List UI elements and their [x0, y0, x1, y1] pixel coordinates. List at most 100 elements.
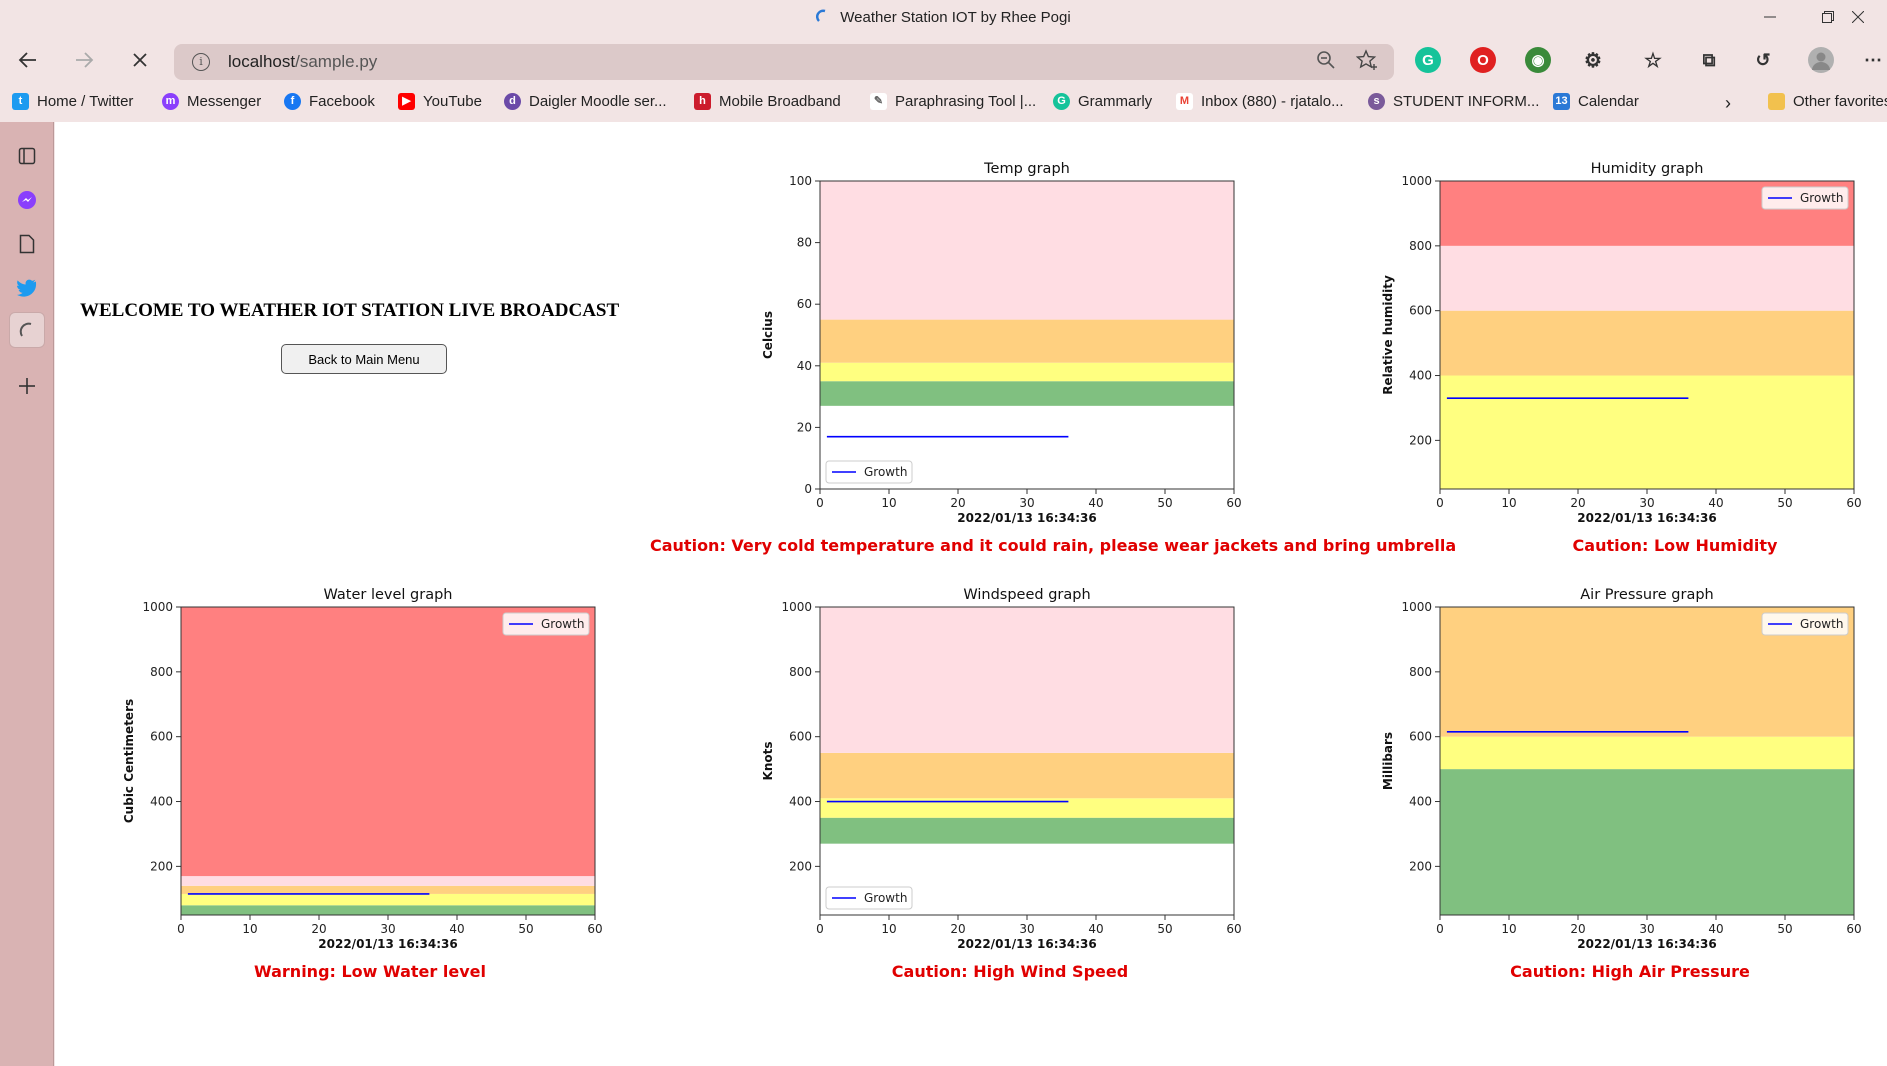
- minimize-button[interactable]: [1741, 0, 1799, 34]
- messenger-icon: m: [162, 93, 179, 110]
- y-tick-label: 200: [150, 859, 173, 873]
- more-bookmarks-chevron-icon[interactable]: ›: [1725, 93, 1731, 113]
- legend-box: [825, 460, 913, 484]
- x-tick-label: 10: [242, 922, 257, 936]
- facebook-icon: f: [284, 93, 301, 110]
- collections-icon[interactable]: ⧉: [1702, 49, 1716, 70]
- bookmark-paraphrasing-tool[interactable]: ✎ Paraphrasing Tool |...: [870, 93, 1036, 110]
- x-tick-label: 50: [1157, 496, 1172, 510]
- huawei-icon: h: [694, 93, 711, 110]
- x-tick-label: 40: [1088, 496, 1103, 510]
- x-tick-label: 50: [1777, 922, 1792, 936]
- add-sidebar-item-icon[interactable]: [9, 368, 45, 404]
- humidity-graph-svg: 0 10 20 30 40 50 60 200 400 600 800 1000 Humidity gr…: [1381, 161, 1862, 525]
- extensions-icon[interactable]: ⚙: [1584, 49, 1602, 72]
- profile-avatar-icon[interactable]: [1808, 47, 1834, 73]
- y-tick-label: 60: [797, 297, 812, 311]
- stop-loading-icon[interactable]: [122, 42, 158, 78]
- y-tick-label: 1000: [781, 600, 812, 614]
- forward-icon[interactable]: [66, 42, 102, 78]
- chart-title: Windspeed graph: [963, 587, 1090, 603]
- weather-station-sidebar-icon[interactable]: [9, 312, 45, 348]
- bookmark-grammarly[interactable]: G Grammarly: [1053, 93, 1152, 110]
- x-tick-label: 40: [1708, 496, 1723, 510]
- bookmark-facebook[interactable]: f Facebook: [284, 93, 375, 110]
- messenger-sidebar-icon[interactable]: [9, 182, 45, 218]
- other-favorites-folder[interactable]: Other favorites: [1768, 93, 1887, 110]
- humidity-caption: Caution: Low Humidity: [1572, 536, 1778, 555]
- chart-title: Air Pressure graph: [1580, 587, 1714, 603]
- bookmark-student-inform[interactable]: s STUDENT INFORM...: [1368, 93, 1539, 110]
- site-info-icon[interactable]: i: [192, 53, 210, 71]
- y-axis-label: Millibars: [1381, 732, 1395, 790]
- folder-icon: [1768, 93, 1785, 110]
- legend-label: Growth: [864, 891, 907, 905]
- legend-label: Growth: [864, 465, 907, 479]
- title-bar: Weather Station IOT by Rhee Pogi: [0, 0, 1887, 36]
- bookmark-mobile-broadband[interactable]: h Mobile Broadband: [694, 93, 841, 110]
- water-level-caption: Warning: Low Water level: [254, 962, 486, 981]
- welcome-heading: WELCOME TO WEATHER IOT STATION LIVE BROA…: [80, 300, 620, 321]
- tab-actions-icon[interactable]: [9, 138, 45, 174]
- back-to-main-menu-button[interactable]: Back to Main Menu: [281, 344, 447, 374]
- band-0: [1440, 769, 1854, 915]
- x-tick-label: 20: [1570, 922, 1585, 936]
- more-options-icon[interactable]: ⋯: [1864, 49, 1882, 70]
- moodle-icon: d: [504, 93, 521, 110]
- legend: Growth: [1761, 612, 1849, 636]
- legend-box: [502, 612, 590, 636]
- youtube-icon: ▶: [398, 93, 415, 110]
- bookmark-home-twitter[interactable]: t Home / Twitter: [12, 93, 133, 110]
- x-tick-label: 60: [587, 922, 602, 936]
- band-2: [820, 319, 1234, 363]
- chart-title: Water level graph: [323, 587, 452, 603]
- history-icon[interactable]: ↺: [1755, 49, 1771, 70]
- x-axis-label: 2022/01/13 16:34:36: [1577, 937, 1716, 951]
- restore-button[interactable]: [1799, 0, 1857, 34]
- y-tick-label: 600: [789, 730, 812, 744]
- windspeed-graph-svg: 0 10 20 30 40 50 60 200 400 600 800 1000 Windspeed g…: [761, 587, 1242, 951]
- twitter-icon: t: [12, 93, 29, 110]
- legend: Growth: [502, 612, 590, 636]
- bookmarks-bar: t Home / Twitter m Messenger f Facebook ▶ Yo…: [0, 84, 1887, 122]
- bookmark-youtube[interactable]: ▶ YouTube: [398, 93, 482, 110]
- legend: Growth: [825, 460, 913, 484]
- url-text[interactable]: localhost/sample.py: [228, 52, 378, 71]
- y-tick-label: 400: [150, 795, 173, 809]
- globe-extension-icon[interactable]: ◉: [1525, 47, 1551, 73]
- add-favorite-icon[interactable]: [1355, 49, 1378, 77]
- back-icon[interactable]: [10, 42, 46, 78]
- x-axis-label: 2022/01/13 16:34:36: [957, 937, 1096, 951]
- student-icon: s: [1368, 93, 1385, 110]
- bookmark-messenger[interactable]: m Messenger: [162, 93, 261, 110]
- y-tick-label: 200: [789, 859, 812, 873]
- band-0: [1440, 375, 1854, 489]
- zoom-icon[interactable]: [1316, 50, 1336, 75]
- y-tick-label: 400: [1409, 369, 1432, 383]
- y-tick-label: 40: [797, 359, 812, 373]
- bookmark-calendar[interactable]: 13 Calendar: [1553, 93, 1639, 110]
- bookmark-daigler-moodle[interactable]: d Daigler Moodle ser...: [504, 93, 667, 110]
- opera-extension-icon[interactable]: O: [1470, 47, 1496, 73]
- y-tick-label: 1000: [1401, 600, 1432, 614]
- page-content: WELCOME TO WEATHER IOT STATION LIVE BROA…: [55, 122, 1887, 1066]
- x-tick-label: 40: [1708, 922, 1723, 936]
- loading-icon: [816, 9, 830, 23]
- y-axis-label: Cubic Centimeters: [122, 699, 136, 823]
- favorites-icon[interactable]: ☆: [1644, 49, 1662, 72]
- gmail-icon: M: [1176, 93, 1193, 110]
- x-tick-label: 0: [177, 922, 185, 936]
- band-0: [820, 381, 1234, 406]
- close-window-button[interactable]: [1829, 0, 1887, 34]
- x-tick-label: 20: [950, 922, 965, 936]
- x-axis-label: 2022/01/13 16:34:36: [1577, 511, 1716, 525]
- x-axis-label: 2022/01/13 16:34:36: [318, 937, 457, 951]
- address-bar[interactable]: i localhost/sample.py: [174, 44, 1394, 80]
- y-tick-label: 1000: [1401, 174, 1432, 188]
- twitter-sidebar-icon[interactable]: [9, 270, 45, 306]
- air-pressure-graph-svg: 0 10 20 30 40 50 60 200 400 600 800 1000 Air Pressur…: [1381, 587, 1862, 951]
- bookmark-inbox[interactable]: M Inbox (880) - rjatalo...: [1176, 93, 1344, 110]
- grammarly-extension-icon[interactable]: G: [1415, 47, 1441, 73]
- chart-title: Humidity graph: [1591, 161, 1704, 177]
- document-sidebar-icon[interactable]: [9, 226, 45, 262]
